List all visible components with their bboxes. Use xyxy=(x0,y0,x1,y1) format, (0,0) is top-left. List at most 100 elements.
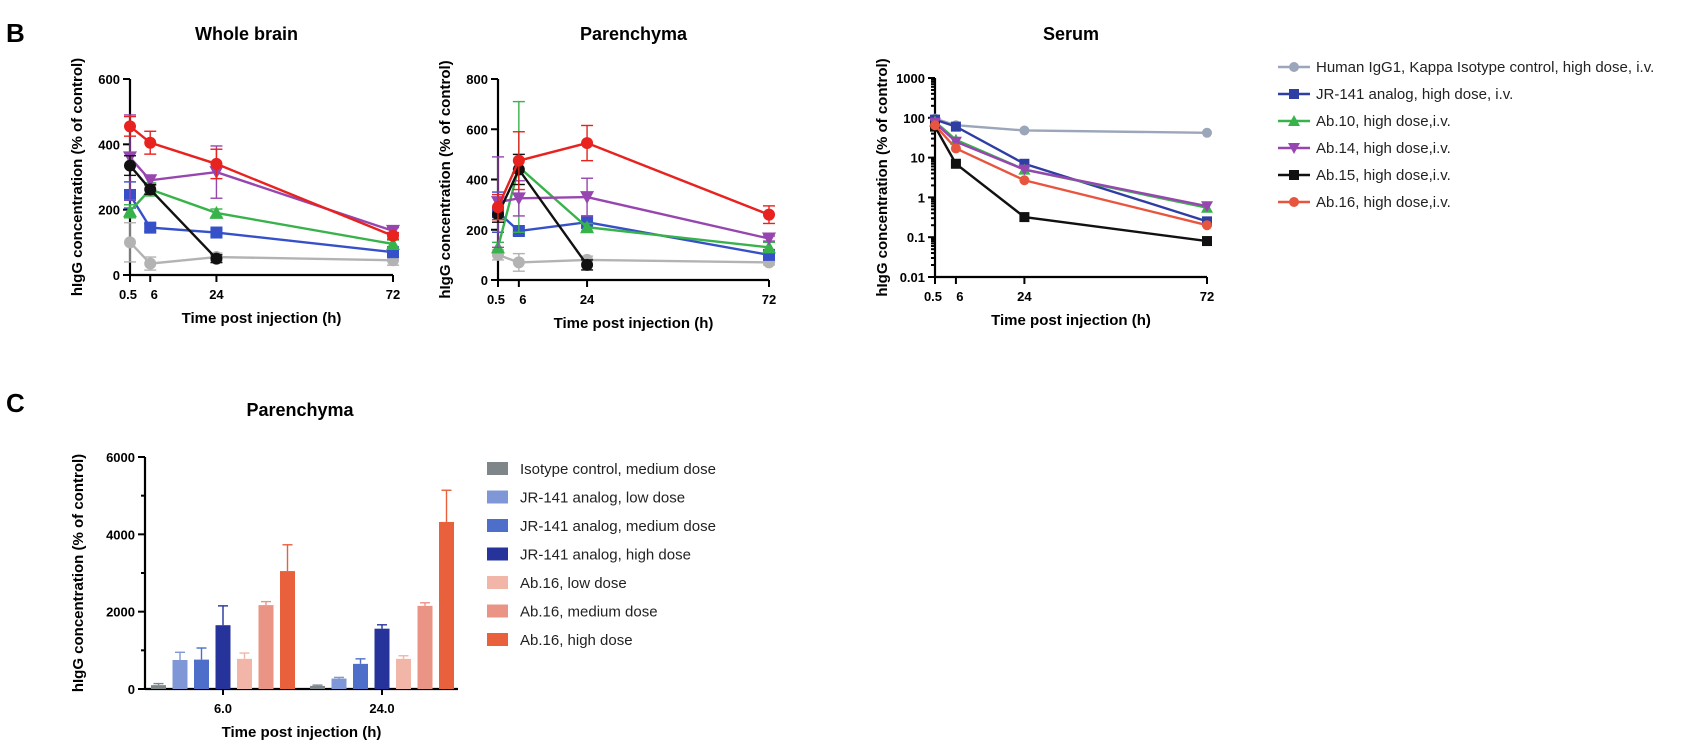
x-tick-label: 6.0 xyxy=(214,701,232,716)
y-axis-title: hIgG concentration (% of control) xyxy=(874,58,891,296)
bar xyxy=(374,628,390,689)
series-2 xyxy=(492,191,775,261)
chart-title: Whole brain xyxy=(195,24,298,44)
legend-marker xyxy=(1288,143,1300,154)
x-tick-label: 72 xyxy=(762,292,776,307)
legend-label: JR-141 analog, high dose xyxy=(520,547,691,564)
series-line xyxy=(129,156,394,233)
data-point xyxy=(124,236,136,249)
series-1 xyxy=(492,248,775,272)
bar xyxy=(258,605,274,689)
legend-label: Ab.10, high dose,i.v. xyxy=(1316,113,1451,130)
legend-entry: JR-141 analog, high dose xyxy=(487,547,691,564)
series-line xyxy=(934,120,1208,209)
series-line xyxy=(496,141,770,216)
x-tick-label: 24.0 xyxy=(369,701,394,716)
legend-entry: JR-141 analog, medium dose xyxy=(487,518,716,535)
y-tick-label: 6000 xyxy=(106,450,135,465)
legend-label: Isotype control, medium dose xyxy=(520,461,716,478)
y-tick-label: 600 xyxy=(466,122,488,137)
chart-title: Serum xyxy=(1043,24,1099,44)
legend-entry: Ab.14, high dose,i.v. xyxy=(1278,140,1451,157)
y-axis-title: hIgG concentration (% of control) xyxy=(437,60,454,298)
legend-marker xyxy=(1289,62,1299,72)
legend-entry: Isotype control, medium dose xyxy=(487,461,716,478)
data-point xyxy=(386,236,400,250)
legend-swatch xyxy=(487,490,508,504)
series-line xyxy=(497,211,770,257)
data-point xyxy=(762,240,776,254)
series-6 xyxy=(124,115,399,242)
data-point xyxy=(1201,201,1213,213)
legend-marker xyxy=(1289,170,1299,180)
y-tick-label: 200 xyxy=(466,223,488,238)
bar xyxy=(215,625,231,689)
legend-swatch xyxy=(487,519,508,532)
series-5 xyxy=(124,155,223,265)
data-point xyxy=(143,174,158,188)
legend-label: Human IgG1, Kappa Isotype control, high … xyxy=(1316,59,1654,76)
legend-marker xyxy=(1289,89,1299,99)
legend-swatch xyxy=(487,576,508,589)
x-tick-label: 6 xyxy=(151,287,158,302)
x-tick-label: 0.5 xyxy=(119,287,137,302)
legend-entry: Ab.10, high dose,i.v. xyxy=(1278,113,1451,130)
data-point xyxy=(209,205,224,219)
series-line xyxy=(934,124,1208,227)
data-point xyxy=(511,192,526,206)
bar xyxy=(396,658,411,689)
series-line xyxy=(129,241,394,265)
data-point xyxy=(144,136,157,149)
legend-marker xyxy=(1289,197,1299,207)
x-axis-title: Time post injection (h) xyxy=(554,315,714,332)
data-point xyxy=(492,201,504,214)
x-axis-title: Time post injection (h) xyxy=(222,724,382,741)
data-point xyxy=(1202,236,1212,247)
y-tick-label: 0.1 xyxy=(907,230,925,245)
panel-label-b: B xyxy=(6,18,25,48)
bar-chart-legend: Isotype control, medium dose JR-141 analo… xyxy=(487,461,716,649)
y-tick-label: 600 xyxy=(98,72,120,87)
data-point xyxy=(210,252,223,265)
line-chart-1: 0 200 400 600 0.5 6 24 72 Whole brain Time post i… xyxy=(69,24,400,327)
y-tick-label: 100 xyxy=(903,111,925,126)
line-chart-2: 0 200 400 600 800 0.5 6 24 72 Parenchyma Time post… xyxy=(437,24,776,332)
legend-swatch xyxy=(487,633,508,646)
legend-entry: JR-141 analog, high dose, i.v. xyxy=(1278,86,1513,103)
legend-label: JR-141 analog, high dose, i.v. xyxy=(1316,86,1513,103)
x-tick-label: 0.5 xyxy=(924,289,942,304)
data-point xyxy=(930,120,940,131)
data-point xyxy=(762,232,776,246)
x-tick-label: 6 xyxy=(956,289,963,304)
data-point xyxy=(1019,125,1030,136)
y-tick-label: 0 xyxy=(113,268,120,283)
y-tick-label: 10 xyxy=(911,151,925,166)
bar-chart: 0 2000 4000 6000 Parenchyma Time post injecti… xyxy=(70,400,458,741)
bar xyxy=(194,659,209,689)
data-point xyxy=(763,208,775,221)
data-point xyxy=(1202,127,1212,138)
legend-label: Ab.16, medium dose xyxy=(520,604,658,621)
line-chart-legend: Human IgG1, Kappa Isotype control, high … xyxy=(1278,59,1654,211)
y-axis-title: hIgG concentration (% of control) xyxy=(70,454,87,692)
chart-title: Parenchyma xyxy=(580,24,688,44)
series-line xyxy=(934,121,1208,208)
bar xyxy=(417,605,433,689)
legend-label: JR-141 analog, low dose xyxy=(520,490,685,507)
data-point xyxy=(124,159,136,172)
data-point xyxy=(950,121,961,132)
x-tick-label: 24 xyxy=(1017,289,1032,304)
bar xyxy=(151,685,166,689)
legend-entry: Ab.15, high dose,i.v. xyxy=(1278,167,1451,184)
x-tick-label: 0.5 xyxy=(487,292,505,307)
legend-entry: JR-141 analog, low dose xyxy=(487,490,685,507)
chart-title: Parenchyma xyxy=(246,400,354,420)
legend-entry: Human IgG1, Kappa Isotype control, high … xyxy=(1278,59,1654,76)
data-point xyxy=(123,204,137,218)
series-line xyxy=(129,125,394,237)
x-tick-label: 72 xyxy=(1200,289,1214,304)
data-point xyxy=(581,258,594,271)
bar xyxy=(439,521,454,689)
y-tick-label: 0 xyxy=(128,682,135,697)
